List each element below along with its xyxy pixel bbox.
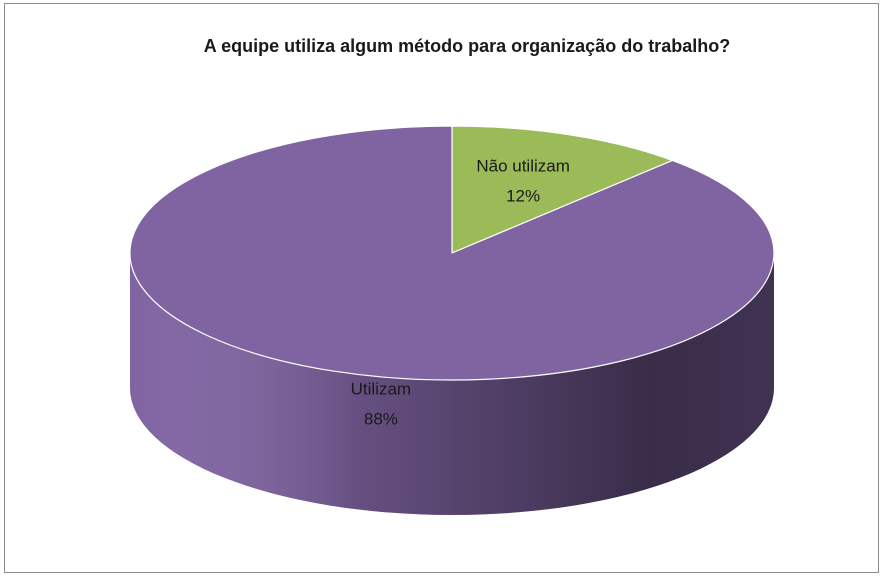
slice-side-shade xyxy=(130,253,774,515)
chart-title: A equipe utiliza algum método para organ… xyxy=(204,36,730,56)
data-label-name: Não utilizam xyxy=(476,157,570,176)
data-label-name: Utilizam xyxy=(351,379,411,398)
data-label-value: 88% xyxy=(364,409,398,428)
data-label-value: 12% xyxy=(506,187,540,206)
slice xyxy=(451,125,674,254)
slice xyxy=(129,125,775,381)
